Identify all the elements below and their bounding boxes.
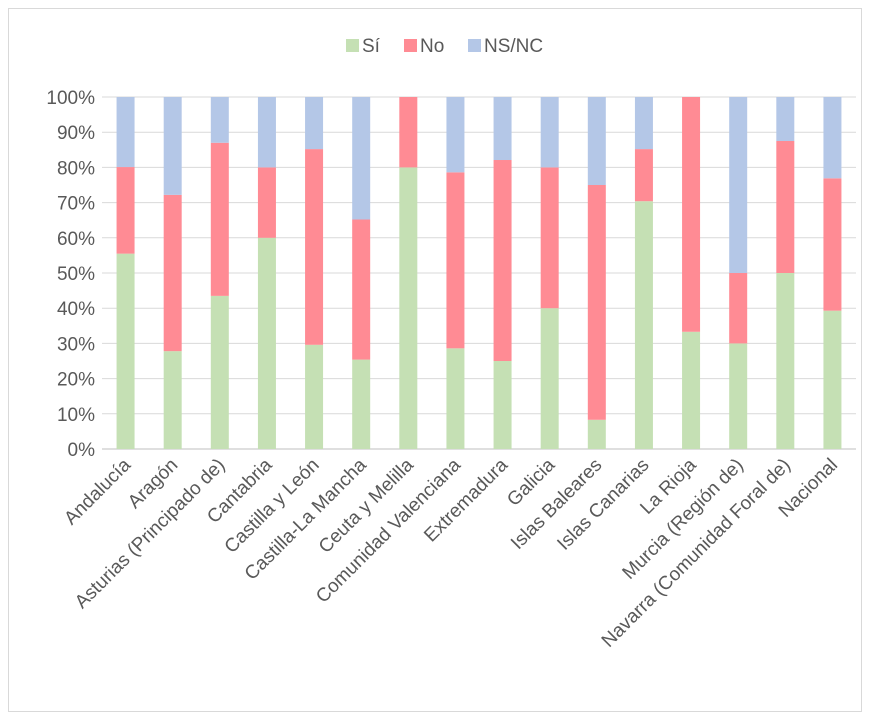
bar-s-14 [776,273,795,449]
bar-s-6 [399,167,418,449]
bar-ns-nc-5 [352,97,371,220]
bar-s-1 [163,351,182,449]
bar-no-15 [823,178,842,311]
legend-swatch [346,39,359,52]
y-tick-label: 30% [57,334,95,355]
bar-no-1 [163,194,182,352]
bar-s-3 [257,237,276,449]
bar-s-13 [729,343,748,449]
y-axis-ticks: 0% 10% 20% 30% 40% 50% 60% 70% 80% 90% 100% [46,88,95,461]
bar-ns-nc-8 [493,97,512,161]
legend-swatch [468,39,481,52]
bar-s-2 [210,295,229,449]
bar-s-7 [446,348,465,449]
bar-no-10 [587,185,606,420]
bar-s-10 [587,419,606,449]
bar-no-6 [399,97,418,168]
chart-frame [8,8,862,712]
y-tick-label: 80% [57,158,95,179]
bar-s-15 [823,310,842,449]
bar-ns-nc-1 [163,97,182,195]
bar-no-0 [116,167,135,254]
bar-s-5 [352,359,371,449]
y-tick-label: 10% [57,405,95,426]
bar-no-3 [257,167,276,238]
bar-no-5 [352,219,371,360]
bar-ns-nc-4 [305,97,324,150]
y-tick-label: 70% [57,194,95,215]
x-tick-label: Extremadura [420,454,512,546]
bar-s-9 [540,308,559,449]
bar-ns-nc-9 [540,97,559,168]
bar-ns-nc-11 [634,97,653,150]
legend-label: No [420,36,444,57]
bar-s-12 [682,331,701,449]
bar-no-11 [634,149,653,202]
bar-ns-nc-3 [257,97,276,168]
bar-ns-nc-7 [446,97,465,173]
bar-s-8 [493,361,512,449]
y-tick-label: 50% [57,264,95,285]
bar-s-11 [634,201,653,449]
x-tick-label: Andalucía [60,454,135,529]
bar-s-0 [116,253,135,449]
y-tick-label: 60% [57,229,95,250]
bar-no-7 [446,172,465,349]
bar-no-13 [729,273,748,344]
legend-label: Sí [362,36,381,57]
y-tick-label: 20% [57,370,95,391]
bar-s-4 [305,344,324,449]
legend-swatch [404,39,417,52]
bar-ns-nc-15 [823,97,842,179]
y-tick-label: 90% [57,123,95,144]
bar-no-2 [210,142,229,296]
legend-label: NS/NC [484,36,543,57]
bar-ns-nc-10 [587,97,606,185]
y-tick-label: 0% [68,440,96,461]
y-tick-label: 100% [46,88,95,109]
bar-no-9 [540,167,559,309]
legend: Sí No NS/NC [346,36,543,57]
bar-no-8 [493,160,512,361]
bar-no-4 [305,149,324,345]
bar-ns-nc-14 [776,97,795,141]
bars [116,97,842,449]
bar-ns-nc-13 [729,97,748,273]
bar-ns-nc-2 [210,97,229,143]
y-tick-label: 40% [57,299,95,320]
bar-no-14 [776,141,795,273]
bar-no-12 [682,97,701,332]
bar-ns-nc-0 [116,97,135,168]
